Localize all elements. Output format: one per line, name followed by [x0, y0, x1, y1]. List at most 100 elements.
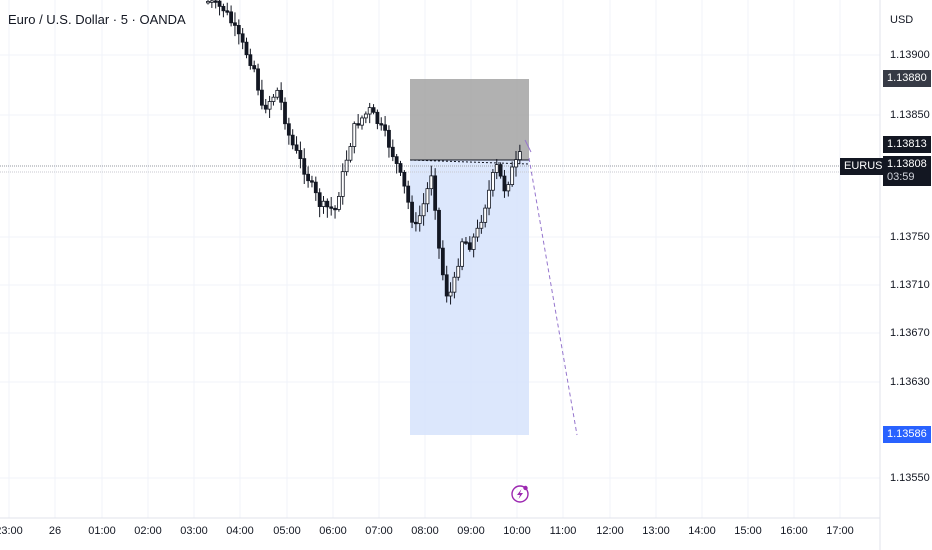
candle-body [487, 189, 491, 209]
candle-body [475, 227, 480, 238]
lightning-icon[interactable] [511, 485, 529, 503]
candle-body [209, 0, 214, 3]
price-label: 1.13630 [890, 376, 930, 388]
symbol-tag: EURUSD [840, 158, 895, 175]
candle-body [502, 175, 507, 192]
current-price-badge: 1.13808 03:59 [883, 156, 931, 186]
candle-body [506, 184, 511, 192]
candle-body [410, 201, 414, 223]
time-label: 01:00 [88, 525, 116, 537]
candle-body [294, 144, 299, 151]
candle-body [494, 164, 499, 173]
candle-body [352, 123, 357, 147]
candle-body [329, 206, 334, 209]
candle-body [360, 117, 364, 126]
candle-body [371, 107, 376, 113]
candle-body [452, 276, 457, 293]
candle-body [517, 151, 522, 161]
currency-label[interactable]: USD [890, 14, 914, 26]
candle-body [490, 172, 495, 191]
time-label: 26 [48, 525, 62, 537]
candle-body [290, 134, 295, 146]
candle-body [206, 1, 210, 4]
candle-body [406, 185, 411, 203]
candle-body [433, 175, 438, 211]
candle-body [383, 124, 388, 131]
candle-body [394, 156, 399, 164]
candlestick-series [206, 0, 522, 305]
candle-body [467, 242, 472, 250]
projection-line[interactable] [528, 157, 578, 436]
take-profit-zone[interactable] [410, 160, 529, 435]
candle-body [229, 11, 234, 24]
candle-body [460, 241, 465, 267]
time-label: 05:00 [273, 525, 301, 537]
candle-body [283, 101, 287, 125]
time-label: 17:00 [826, 525, 854, 537]
time-label: 03:00 [180, 525, 208, 537]
candle-body [313, 181, 318, 194]
candle-body [510, 166, 515, 185]
stop-loss-zone[interactable] [410, 79, 529, 160]
candle-body [240, 33, 245, 43]
candle-body [375, 111, 380, 124]
candle-body [298, 150, 303, 160]
candle-body [483, 207, 488, 223]
candle-body [448, 291, 453, 297]
time-label: 13:00 [642, 525, 670, 537]
candle-body [356, 123, 361, 126]
candle-body [233, 22, 237, 26]
price-label: 1.13900 [890, 49, 930, 61]
candle-body [464, 241, 468, 244]
candle-body [317, 192, 322, 207]
price-label: 1.13850 [890, 109, 930, 121]
time-label: 04:00 [226, 525, 254, 537]
candle-body [348, 146, 353, 161]
candle-body [336, 196, 341, 210]
time-label: 06:00 [319, 525, 347, 537]
time-label: 11:00 [549, 525, 577, 537]
candle-body [302, 158, 307, 175]
symbol-title[interactable]: Euro / U.S. Dollar · 5 · OANDA [8, 12, 186, 27]
candle-body [267, 101, 272, 110]
candle-body [379, 123, 384, 126]
candle-body [244, 41, 249, 56]
candle-body [325, 200, 330, 208]
candle-body [429, 175, 434, 190]
candle-body [479, 221, 484, 229]
candle-body [421, 203, 426, 217]
time-label: 14:00 [688, 525, 716, 537]
candle-body [225, 10, 230, 13]
candle-body [344, 159, 349, 173]
stop-level-badge[interactable]: 1.13880 [883, 70, 931, 87]
candle-body [263, 104, 268, 110]
candle-body [321, 200, 326, 207]
candle-body [333, 207, 337, 211]
target-level-badge[interactable]: 1.13586 [883, 426, 931, 443]
candle-body [279, 89, 284, 103]
candle-body [310, 180, 314, 183]
price-label: 1.13670 [890, 327, 930, 339]
candle-body [440, 247, 445, 276]
candle-body [221, 5, 226, 12]
time-label: 10:00 [503, 525, 531, 537]
candle-body [286, 123, 291, 136]
candle-body [413, 221, 418, 225]
candle-body [398, 163, 403, 173]
candle-body [363, 113, 368, 119]
price-label: 1.13550 [890, 472, 930, 484]
candle-body [390, 146, 395, 158]
candle-body [417, 215, 422, 224]
candle-body [402, 171, 407, 187]
current-price-value: 1.13808 [887, 158, 927, 170]
candle-body [367, 107, 372, 115]
candle-body [437, 209, 441, 249]
candle-body [259, 89, 264, 106]
price-label: 1.13710 [890, 279, 930, 291]
candle-body [275, 89, 280, 98]
candle-body [256, 68, 260, 91]
candle-body [514, 159, 518, 168]
time-label: 07:00 [365, 525, 393, 537]
candle-body [217, 0, 222, 7]
